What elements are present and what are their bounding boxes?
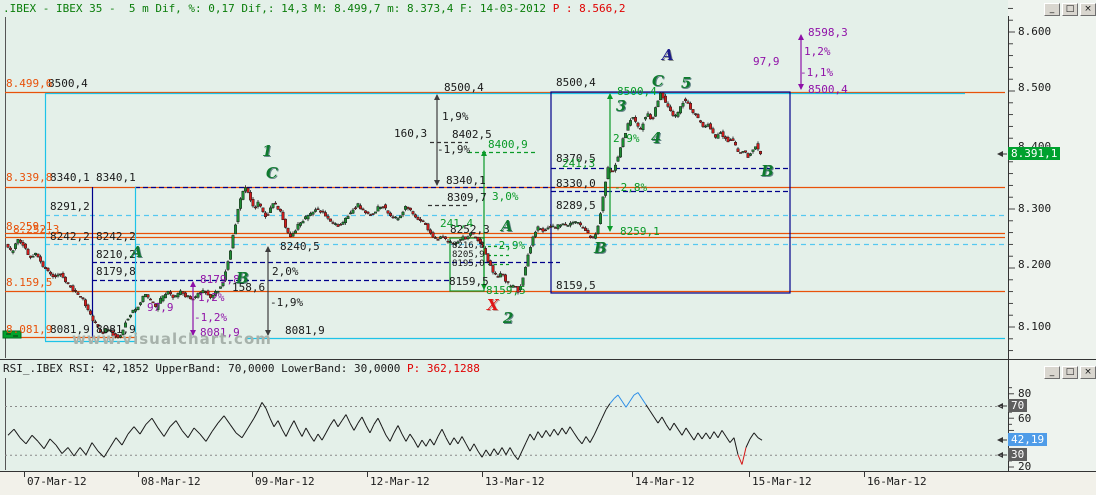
close-button[interactable]: × [1080,366,1096,379]
price-axis-column [1008,0,1096,471]
rsi-window-controls: _ □ × [1044,366,1096,379]
title-text-segment: .IBEX - IBEX 35 - 5 m Dif, %: 0,17 Dif,:… [3,2,553,15]
maximize-button[interactable]: □ [1062,366,1078,379]
date-axis-strip [0,472,1096,495]
visualchart-watermark: www.visualchart.com [72,330,272,348]
main-chart-title[interactable]: .IBEX - IBEX 35 - 5 m Dif, %: 0,17 Dif,:… [3,2,626,15]
rsi-line [7,392,763,465]
title-text-segment: RSI_.IBEX RSI: 42,1852 UpperBand: 70,000… [3,362,407,375]
rsi-panel-title[interactable]: RSI_.IBEX RSI: 42,1852 UpperBand: 70,000… [3,362,480,375]
maximize-button[interactable]: □ [1062,3,1078,16]
candles [6,91,762,339]
title-text-segment: P: 362,1288 [406,362,480,375]
close-button[interactable]: × [1080,3,1096,16]
range-box [550,91,791,294]
minimize-button[interactable]: _ [1044,3,1060,16]
main-window-controls: _ □ × [1044,3,1096,16]
title-text-segment: P : 8.566,2 [552,2,626,15]
minimize-button[interactable]: _ [1044,366,1060,379]
